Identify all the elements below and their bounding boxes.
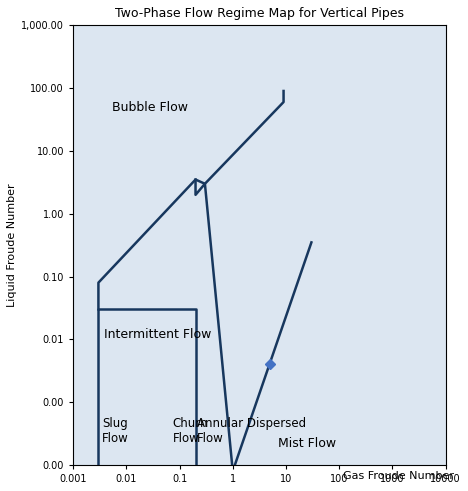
- Text: Annular Dispersed
Flow: Annular Dispersed Flow: [197, 417, 306, 445]
- Title: Two-Phase Flow Regime Map for Vertical Pipes: Two-Phase Flow Regime Map for Vertical P…: [115, 7, 404, 20]
- Text: Mist Flow: Mist Flow: [278, 437, 336, 450]
- Text: Bubble Flow: Bubble Flow: [112, 101, 189, 113]
- Text: Churn
Flow: Churn Flow: [173, 417, 208, 445]
- Y-axis label: Liquid Froude Number: Liquid Froude Number: [7, 183, 17, 307]
- Text: Intermittent Flow: Intermittent Flow: [104, 328, 211, 341]
- Text: Slug
Flow: Slug Flow: [102, 417, 129, 445]
- Text: Gas Froude Number: Gas Froude Number: [343, 471, 454, 481]
